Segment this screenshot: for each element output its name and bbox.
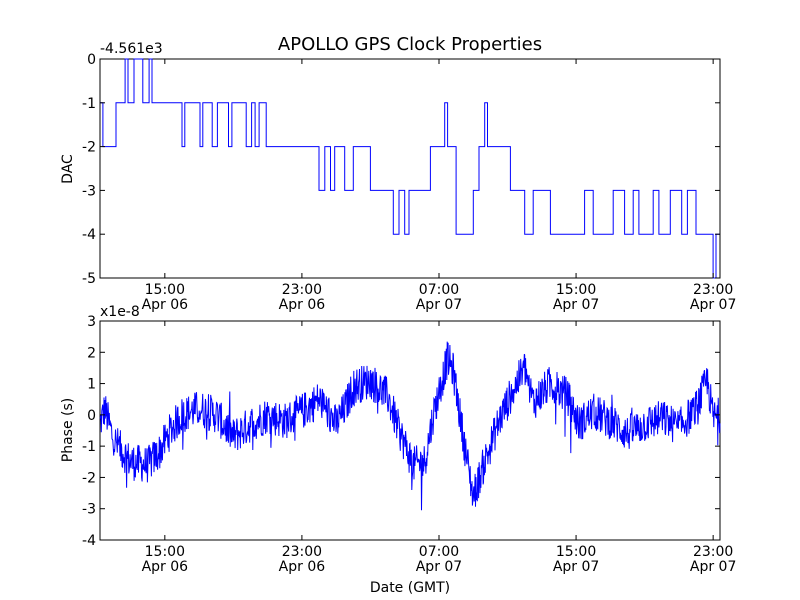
- x-tick-label-date: Apr 07: [690, 297, 736, 313]
- x-tick-label-date: Apr 07: [416, 297, 462, 313]
- x-tick-label-date: Apr 06: [279, 297, 326, 313]
- y-tick-label: -3: [82, 502, 96, 518]
- x-tick-label-time: 23:00: [282, 544, 322, 560]
- x-tick-label-date: Apr 07: [690, 559, 736, 575]
- dac-offset-label: -4.561e3: [100, 41, 163, 57]
- x-tick-label-time: 23:00: [693, 282, 733, 298]
- dac-plot-frame: [99, 58, 721, 279]
- x-tick-label-date: Apr 07: [553, 559, 599, 575]
- phase-series-line: [99, 341, 721, 511]
- x-tick-label-time: 07:00: [419, 544, 459, 560]
- x-tick-label-time: 07:00: [419, 282, 459, 298]
- x-tick-label-date: Apr 06: [142, 297, 189, 313]
- y-tick-label: -5: [82, 271, 96, 287]
- y-tick-label: 0: [87, 408, 96, 424]
- x-tick-label-date: Apr 07: [416, 559, 462, 575]
- x-axis-label: Date (GMT): [370, 580, 450, 596]
- y-tick-label: 3: [87, 314, 96, 330]
- x-tick-label-date: Apr 06: [142, 559, 189, 575]
- x-tick-label-time: 23:00: [282, 282, 322, 298]
- dac-series-line: [100, 58, 720, 279]
- y-tick-label: 1: [87, 377, 96, 393]
- dac-y-axis: -5 -4 -3 -2 -1 0: [82, 52, 720, 287]
- x-tick-label-date: Apr 07: [553, 297, 599, 313]
- phase-y-axis: -4 -3 -2 -1 0 1 2 3: [82, 314, 720, 549]
- x-tick-label-time: 15:00: [145, 544, 185, 560]
- y-tick-label: -2: [82, 470, 96, 486]
- dac-y-axis-label: DAC: [60, 154, 76, 184]
- y-tick-label: -1: [82, 439, 96, 455]
- phase-offset-label: x1e-8: [100, 304, 140, 320]
- y-tick-label: 0: [87, 52, 96, 68]
- x-tick-label-date: Apr 06: [279, 559, 326, 575]
- x-tick-label-time: 15:00: [145, 282, 185, 298]
- y-tick-label: -3: [82, 183, 96, 199]
- x-tick-label-time: 23:00: [693, 544, 733, 560]
- chart-title: APOLLO GPS Clock Properties: [278, 34, 542, 55]
- y-tick-label: -4: [82, 227, 96, 243]
- x-tick-label-time: 15:00: [556, 282, 596, 298]
- y-tick-label: 2: [87, 345, 96, 361]
- phase-y-axis-label: Phase (s): [60, 398, 76, 462]
- x-tick-label-time: 15:00: [556, 544, 596, 560]
- y-tick-label: -2: [82, 140, 96, 156]
- y-tick-label: -1: [82, 96, 96, 112]
- y-tick-label: -4: [82, 533, 96, 549]
